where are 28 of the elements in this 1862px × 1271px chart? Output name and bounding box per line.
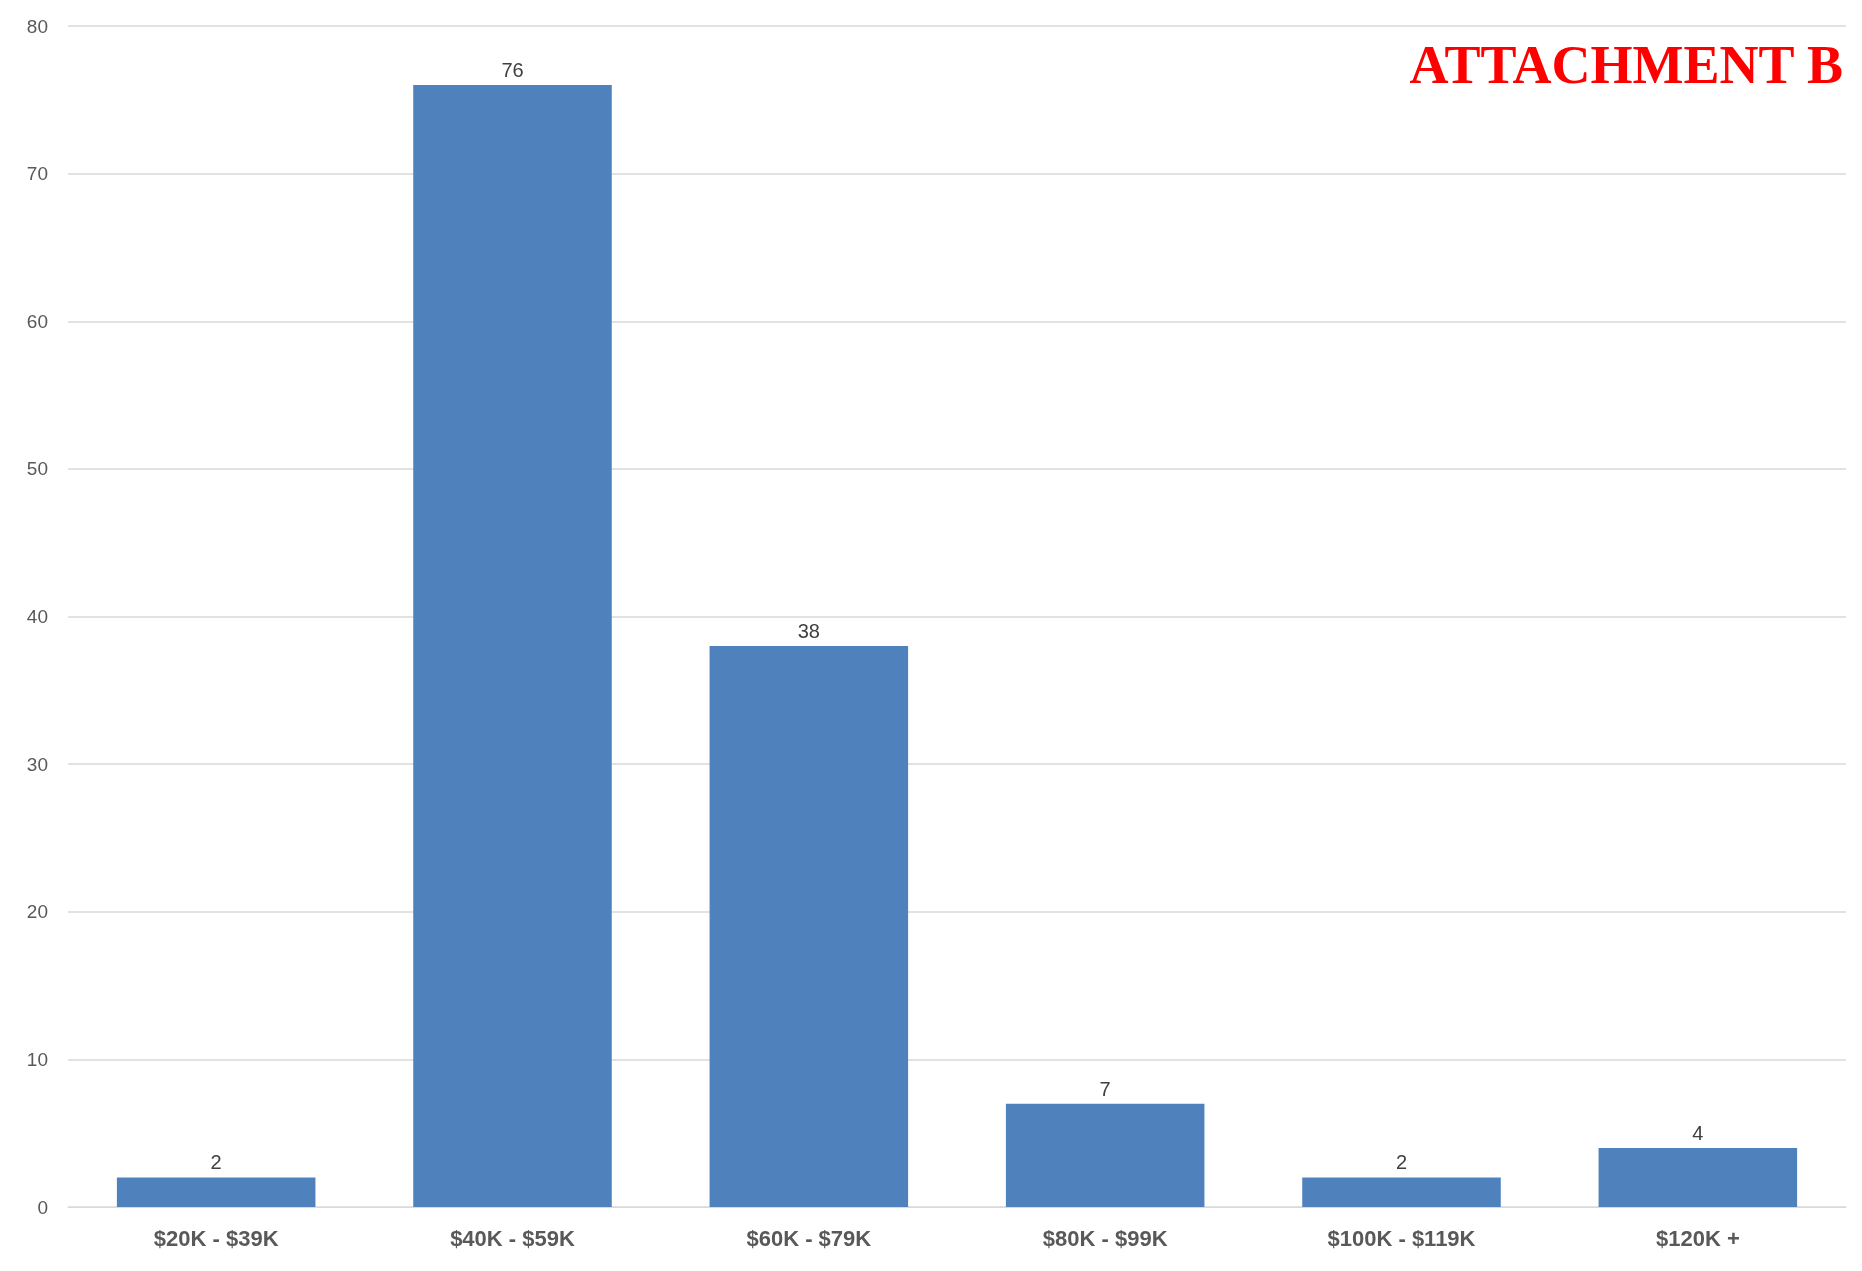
y-tick-label: 30: [26, 753, 48, 775]
data-label: 38: [797, 620, 820, 643]
bar: [1598, 1147, 1798, 1207]
y-tick-label: 0: [37, 1196, 48, 1218]
bar: [413, 85, 612, 1207]
bar: [709, 646, 909, 1207]
x-tick-label: $100K - $119K: [1327, 1225, 1476, 1251]
data-label: 2: [1395, 1151, 1408, 1174]
bar: [116, 1177, 316, 1207]
data-label: 2: [210, 1151, 222, 1174]
y-tick-label: 10: [26, 1048, 48, 1070]
annotation: ATTACHMENT B: [1409, 35, 1844, 95]
x-tick-label: $80K - $99K: [1042, 1225, 1168, 1251]
x-tick-label: $60K - $79K: [746, 1225, 872, 1251]
y-tick-label: 70: [26, 163, 48, 185]
bar: [1302, 1177, 1501, 1207]
x-tick-label: $120K +: [1655, 1225, 1740, 1251]
data-label: 76: [501, 59, 524, 82]
y-tick-label: 80: [26, 15, 48, 37]
x-tick-label: $20K - $39K: [153, 1225, 279, 1251]
data-label: 4: [1692, 1121, 1704, 1144]
bar: [1005, 1103, 1205, 1207]
y-tick-label: 50: [26, 458, 48, 480]
x-tick-label: $40K - $59K: [450, 1225, 575, 1251]
y-tick-label: 20: [26, 901, 48, 923]
y-tick-label: 60: [26, 310, 48, 332]
data-label: 7: [1099, 1077, 1111, 1100]
y-tick-label: 40: [26, 606, 48, 627]
